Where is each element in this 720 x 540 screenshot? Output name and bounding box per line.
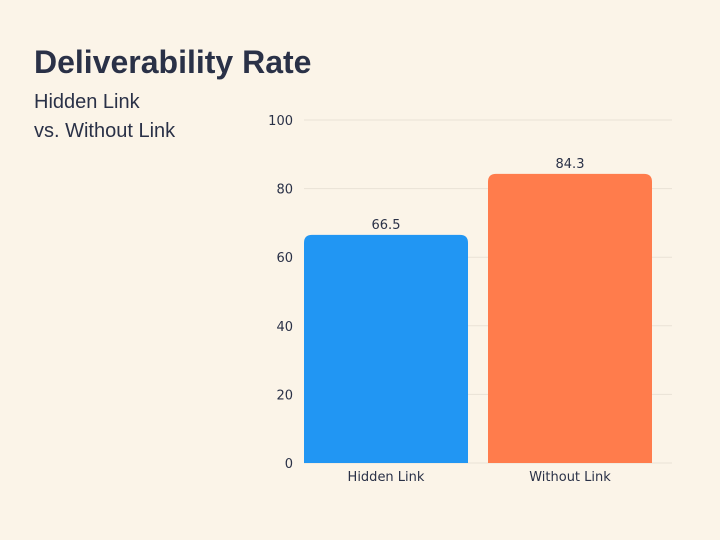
chart-title: Deliverability Rate — [34, 44, 312, 80]
y-tick-label: 20 — [276, 388, 293, 403]
data-label: 66.5 — [372, 218, 401, 233]
data-labels: 66.5 84.3 — [372, 157, 585, 233]
chart-subtitle-line-1: Hidden Link — [34, 91, 140, 113]
bar-hidden-link — [304, 234, 468, 463]
y-tick-label: 0 — [285, 457, 293, 472]
y-axis-ticks: 0 20 40 60 80 100 — [268, 114, 293, 472]
data-label: 84.3 — [556, 157, 585, 172]
y-tick-label: 80 — [276, 183, 293, 198]
x-tick-label: Hidden Link — [348, 470, 425, 485]
chart-subtitle-line-2: vs. Without Link — [34, 120, 176, 142]
y-tick-label: 100 — [268, 114, 293, 129]
bars — [304, 173, 652, 463]
y-tick-label: 40 — [276, 320, 293, 335]
x-axis-ticks: Hidden Link Without Link — [348, 470, 612, 485]
bar-without-link — [488, 173, 652, 463]
x-tick-label: Without Link — [529, 470, 611, 485]
y-tick-label: 60 — [276, 251, 293, 266]
